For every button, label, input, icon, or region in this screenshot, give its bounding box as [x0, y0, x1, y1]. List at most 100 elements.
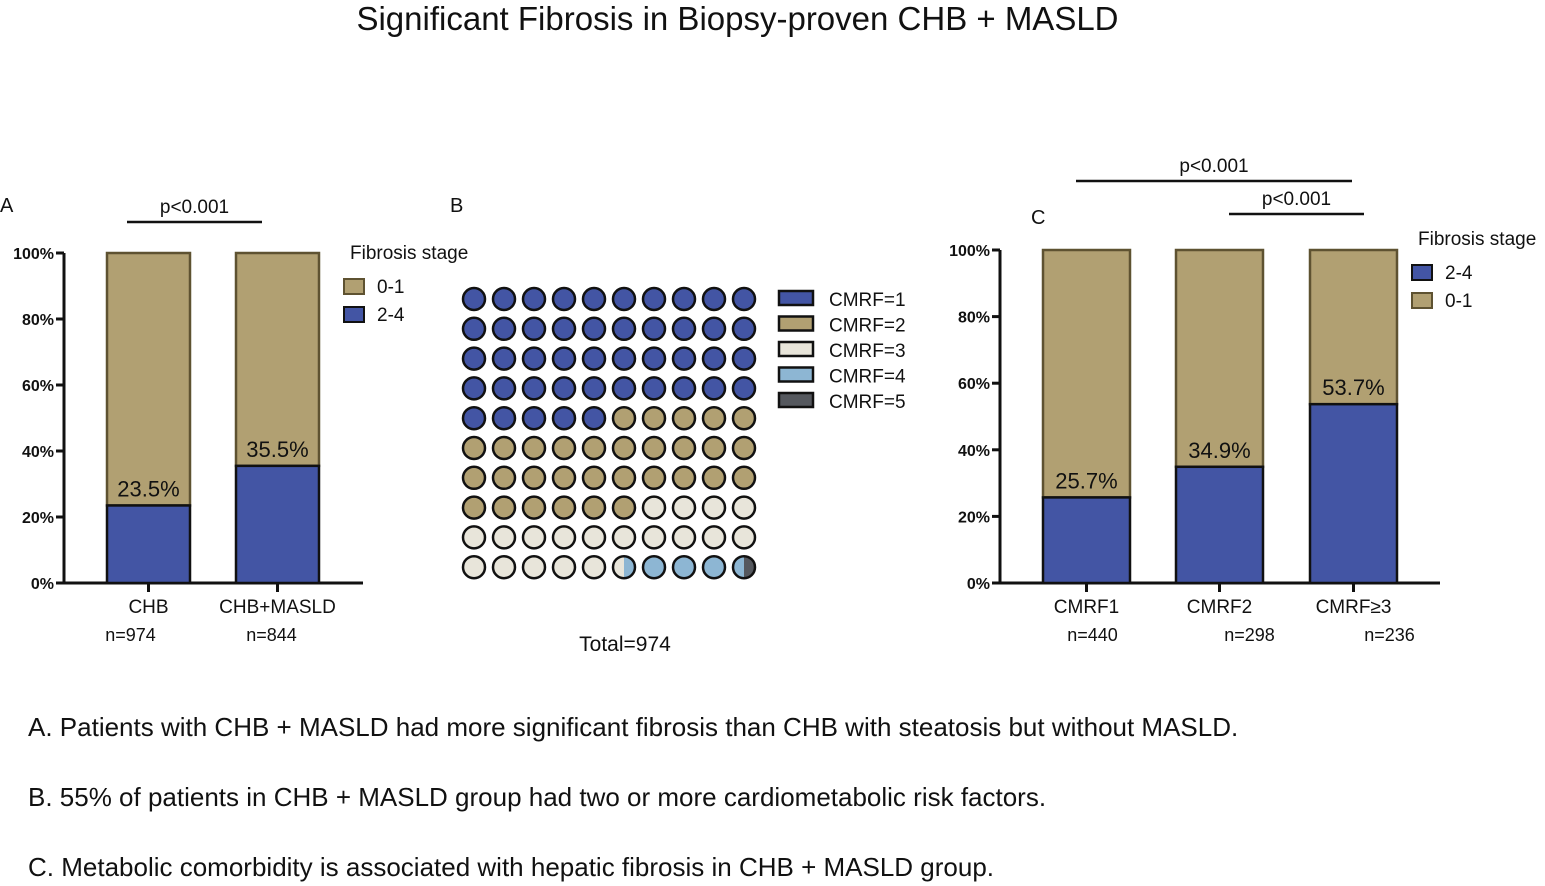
waffle-cell-outline	[581, 405, 607, 431]
legend-label: CMRF=2	[829, 316, 906, 337]
waffle-cell-outline	[491, 525, 517, 550]
waffle-cell-outline	[491, 435, 517, 461]
waffle-cell	[673, 466, 695, 489]
waffle-cell-outline	[491, 465, 517, 491]
y-tick-label: 0%	[31, 576, 54, 593]
legend-label: 0-1	[1445, 291, 1472, 312]
waffle-cell	[553, 496, 575, 519]
waffle-cell-outline	[461, 495, 487, 520]
waffle-cell-outline	[731, 286, 757, 312]
waffle-cell-outline	[581, 495, 607, 520]
waffle-cell	[733, 496, 755, 519]
waffle-cell-outline	[581, 376, 607, 401]
p-value-label: p<0.001	[1179, 156, 1248, 177]
waffle-cell-outline	[521, 286, 547, 312]
waffle-cell	[583, 347, 605, 370]
waffle-cell	[463, 407, 485, 430]
waffle-cell	[733, 466, 755, 489]
n-label: n=298	[1224, 625, 1275, 645]
waffle-cell	[553, 466, 575, 489]
bar-segment-2-4	[1174, 465, 1265, 585]
x-tick-label: CHB	[128, 597, 168, 618]
waffle-cell	[673, 377, 695, 400]
waffle-cell-outline	[551, 465, 577, 491]
waffle-cell-outline	[641, 405, 667, 431]
waffle-cell	[493, 288, 515, 310]
n-label: n=236	[1364, 625, 1415, 645]
waffle-cell	[583, 526, 605, 549]
waffle-cell	[553, 556, 575, 579]
waffle-cell-outline	[731, 495, 757, 520]
waffle-cell	[553, 437, 575, 459]
waffle-cell	[463, 556, 485, 579]
waffle-cell-outline	[731, 435, 757, 461]
waffle-cell-outline	[671, 346, 697, 371]
waffle-cell	[733, 407, 755, 430]
waffle-cell	[553, 377, 575, 400]
legend-label: CMRF=3	[829, 341, 906, 362]
waffle-cell	[703, 556, 725, 579]
waffle-cell-outline	[671, 465, 697, 491]
waffle-cell-outline	[641, 286, 667, 312]
legend-swatch	[777, 289, 815, 307]
waffle-cell-outline	[701, 525, 727, 550]
waffle-cell	[463, 347, 485, 370]
data-label: 53.7%	[1322, 375, 1384, 400]
waffle-cell-outline	[731, 525, 757, 550]
waffle-cell-outline	[671, 525, 697, 550]
figure-title: Significant Fibrosis in Biopsy-proven CH…	[356, 0, 1119, 37]
waffle-cell-outline	[461, 286, 487, 312]
data-label: 23.5%	[117, 476, 179, 501]
waffle-cell	[463, 317, 485, 340]
waffle-cell	[583, 317, 605, 340]
waffle-cell-outline	[701, 316, 727, 342]
y-tick-label: 0%	[967, 576, 990, 593]
waffle-cell	[733, 347, 755, 370]
waffle-cell	[523, 317, 545, 340]
waffle-cell	[523, 407, 545, 430]
waffle-cell-outline	[551, 405, 577, 431]
waffle-cell	[523, 288, 545, 310]
y-tick-label: 100%	[13, 246, 54, 263]
waffle-cell-outline	[731, 346, 757, 371]
waffle-cell	[553, 407, 575, 430]
waffle-cell	[733, 437, 755, 459]
waffle-cell	[553, 288, 575, 310]
caption-b: B. 55% of patients in CHB + MASLD group …	[28, 782, 1047, 812]
waffle-cell-outline	[701, 465, 727, 491]
waffle-cell-outline	[461, 346, 487, 371]
waffle-cell	[493, 496, 515, 519]
waffle-cell	[523, 526, 545, 549]
waffle-cell-outline	[521, 405, 547, 431]
waffle-cell-outline	[551, 525, 577, 550]
data-label: 35.5%	[246, 437, 308, 462]
waffle-cell	[463, 466, 485, 489]
waffle-cell	[583, 288, 605, 310]
waffle-cell-outline	[671, 376, 697, 401]
waffle-cell-outline	[521, 495, 547, 520]
waffle-cell-outline	[731, 376, 757, 401]
waffle-cell-outline	[521, 525, 547, 550]
waffle-cell	[703, 377, 725, 400]
waffle-cell	[553, 526, 575, 549]
waffle-cell-outline	[731, 465, 757, 491]
legend-swatch	[777, 366, 815, 383]
waffle-cell-outline	[581, 286, 607, 312]
waffle-cell-outline	[701, 376, 727, 401]
waffle-cell-outline	[611, 316, 637, 342]
waffle-cell	[673, 496, 695, 519]
waffle-cell	[643, 526, 665, 549]
waffle-cell-outline	[671, 316, 697, 342]
waffle-cell-outline	[611, 435, 637, 461]
waffle-cell	[643, 377, 665, 400]
waffle-cell	[493, 466, 515, 489]
waffle-cell-outline	[551, 376, 577, 401]
waffle-cell	[523, 556, 545, 579]
waffle-cell	[463, 437, 485, 459]
waffle-cell-outline	[701, 435, 727, 461]
waffle-cell-outline	[701, 405, 727, 431]
waffle-cell	[613, 496, 635, 519]
waffle-cell	[553, 317, 575, 340]
waffle-cell-outline	[641, 435, 667, 461]
waffle-cell-outline	[611, 495, 637, 520]
